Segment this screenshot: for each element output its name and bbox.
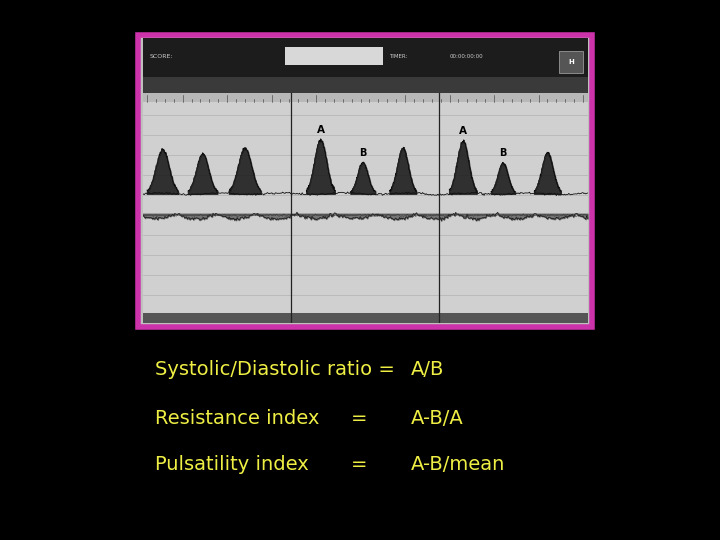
Bar xyxy=(559,51,583,72)
Text: A-B/A: A-B/A xyxy=(410,409,463,428)
Text: Resistance index: Resistance index xyxy=(155,409,319,428)
Bar xyxy=(143,38,588,77)
Bar xyxy=(285,47,383,65)
Text: A: A xyxy=(459,126,467,136)
Text: B: B xyxy=(499,148,507,158)
Text: A: A xyxy=(317,125,325,134)
Text: Pulsatility index: Pulsatility index xyxy=(155,455,309,474)
Bar xyxy=(143,92,588,103)
Text: A/B: A/B xyxy=(410,360,444,380)
Text: 00:00:00:00: 00:00:00:00 xyxy=(449,55,483,59)
Bar xyxy=(143,77,588,92)
Text: H: H xyxy=(568,59,574,65)
Text: SCORE:: SCORE: xyxy=(149,55,173,59)
Bar xyxy=(138,35,592,327)
Text: B: B xyxy=(359,147,366,158)
Text: A-B/mean: A-B/mean xyxy=(410,455,505,474)
Text: TIMER:: TIMER: xyxy=(390,55,408,59)
Text: =: = xyxy=(351,409,368,428)
Text: Systolic/Diastolic ratio =: Systolic/Diastolic ratio = xyxy=(155,360,395,380)
Text: =: = xyxy=(351,455,368,474)
Bar xyxy=(143,103,588,314)
Bar xyxy=(143,314,588,323)
